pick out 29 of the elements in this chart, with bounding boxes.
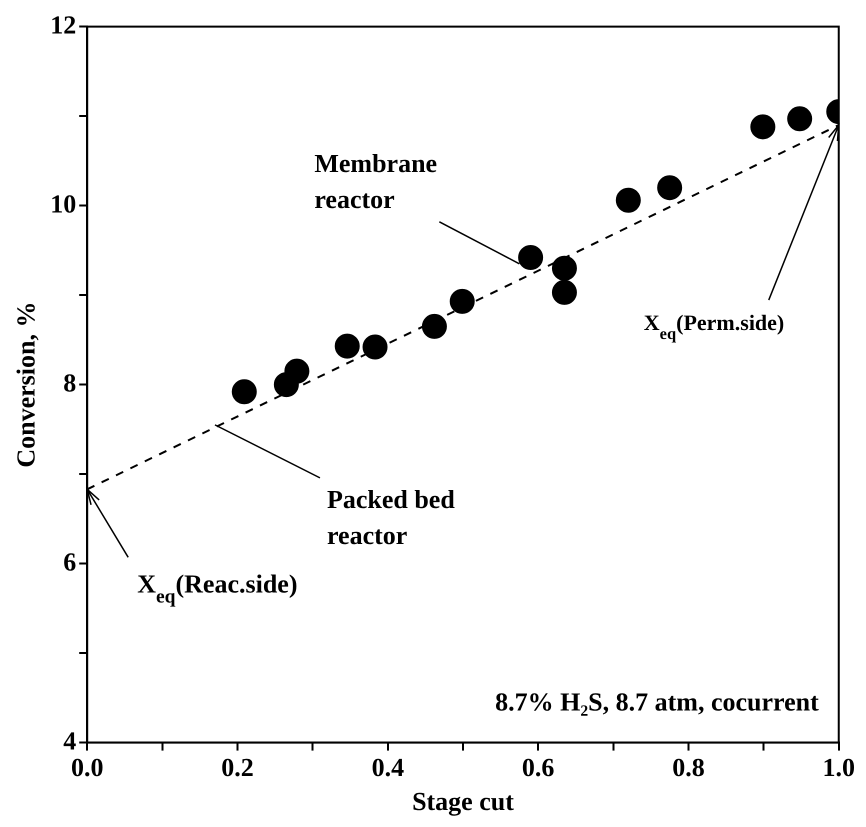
x-tick-label: 0.8 [672,752,705,782]
y-tick-label: 6 [63,547,76,576]
y-tick-label: 12 [50,10,76,40]
x-tick-label: 1.0 [822,752,855,782]
annotation: 8.7% H₂S, 8.7 atm, cocurrent [495,688,820,717]
x-axis-title: Stage cut [412,787,514,816]
y-tick-label: 4 [63,726,76,756]
point [552,280,577,305]
point [362,334,388,360]
point [422,314,447,339]
annotation: Membrane reactor [314,148,438,214]
x-tick-label: 0.4 [372,752,404,782]
point [787,106,812,132]
y-tick-label: 10 [50,189,76,218]
x-tick-label: 0.0 [70,752,104,782]
point [450,288,475,314]
point [232,379,257,404]
y-tick-label: 8 [63,368,76,398]
point [284,358,310,384]
y-axis-title: Conversion, % [11,302,40,468]
annotation: Packed bed reactor [326,484,456,550]
point [334,334,360,359]
x-tick-label: 0.6 [522,752,554,782]
x-tick-label: 0.2 [221,752,254,782]
point [518,245,544,270]
point [657,175,682,200]
point [750,114,776,140]
point [616,188,641,213]
point [552,256,577,281]
